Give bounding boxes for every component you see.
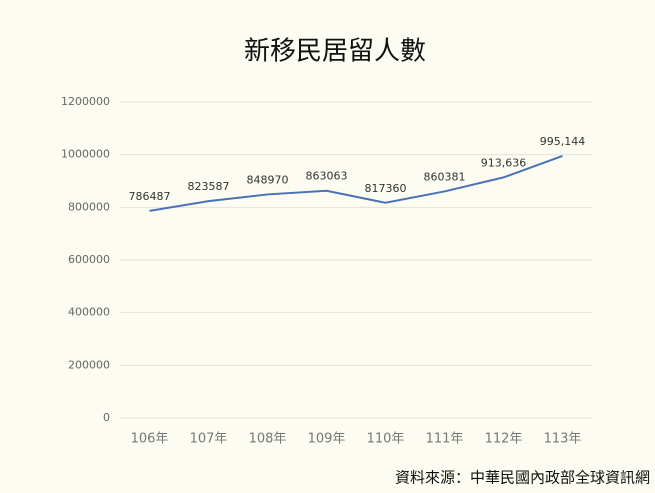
- x-tick-label: 109年: [308, 432, 346, 447]
- data-label: 863063: [306, 170, 348, 183]
- y-tick-label: 200000: [68, 358, 110, 371]
- y-tick-label: 800000: [68, 200, 110, 213]
- x-tick-label: 108年: [249, 432, 287, 447]
- data-label: 817360: [365, 182, 407, 195]
- y-tick-label: 0: [103, 411, 110, 424]
- x-tick-label: 110年: [367, 432, 405, 447]
- line: [149, 155, 563, 212]
- chart-title: 新移民居留人數: [244, 37, 426, 67]
- x-tick-label: 107年: [190, 432, 228, 447]
- data-label: 823587: [188, 180, 230, 193]
- x-tick-label: 111年: [426, 432, 464, 447]
- y-tick-label: 400000: [68, 306, 110, 319]
- y-tick-label: 600000: [68, 253, 110, 266]
- data-label: 860381: [424, 170, 466, 183]
- x-tick-label: 112年: [485, 432, 523, 447]
- data-label: 848970: [247, 173, 289, 186]
- x-tick-label: 106年: [131, 432, 169, 447]
- source-note: 資料來源：中華民國內政部全球資訊網: [395, 469, 650, 487]
- data-label: 913,636: [481, 156, 527, 169]
- data-label: 786487: [129, 190, 171, 203]
- x-tick-label: 113年: [544, 432, 582, 447]
- y-tick-label: 1000000: [61, 148, 110, 161]
- data-label: 995,144: [540, 135, 586, 148]
- y-tick-label: 1200000: [61, 95, 110, 108]
